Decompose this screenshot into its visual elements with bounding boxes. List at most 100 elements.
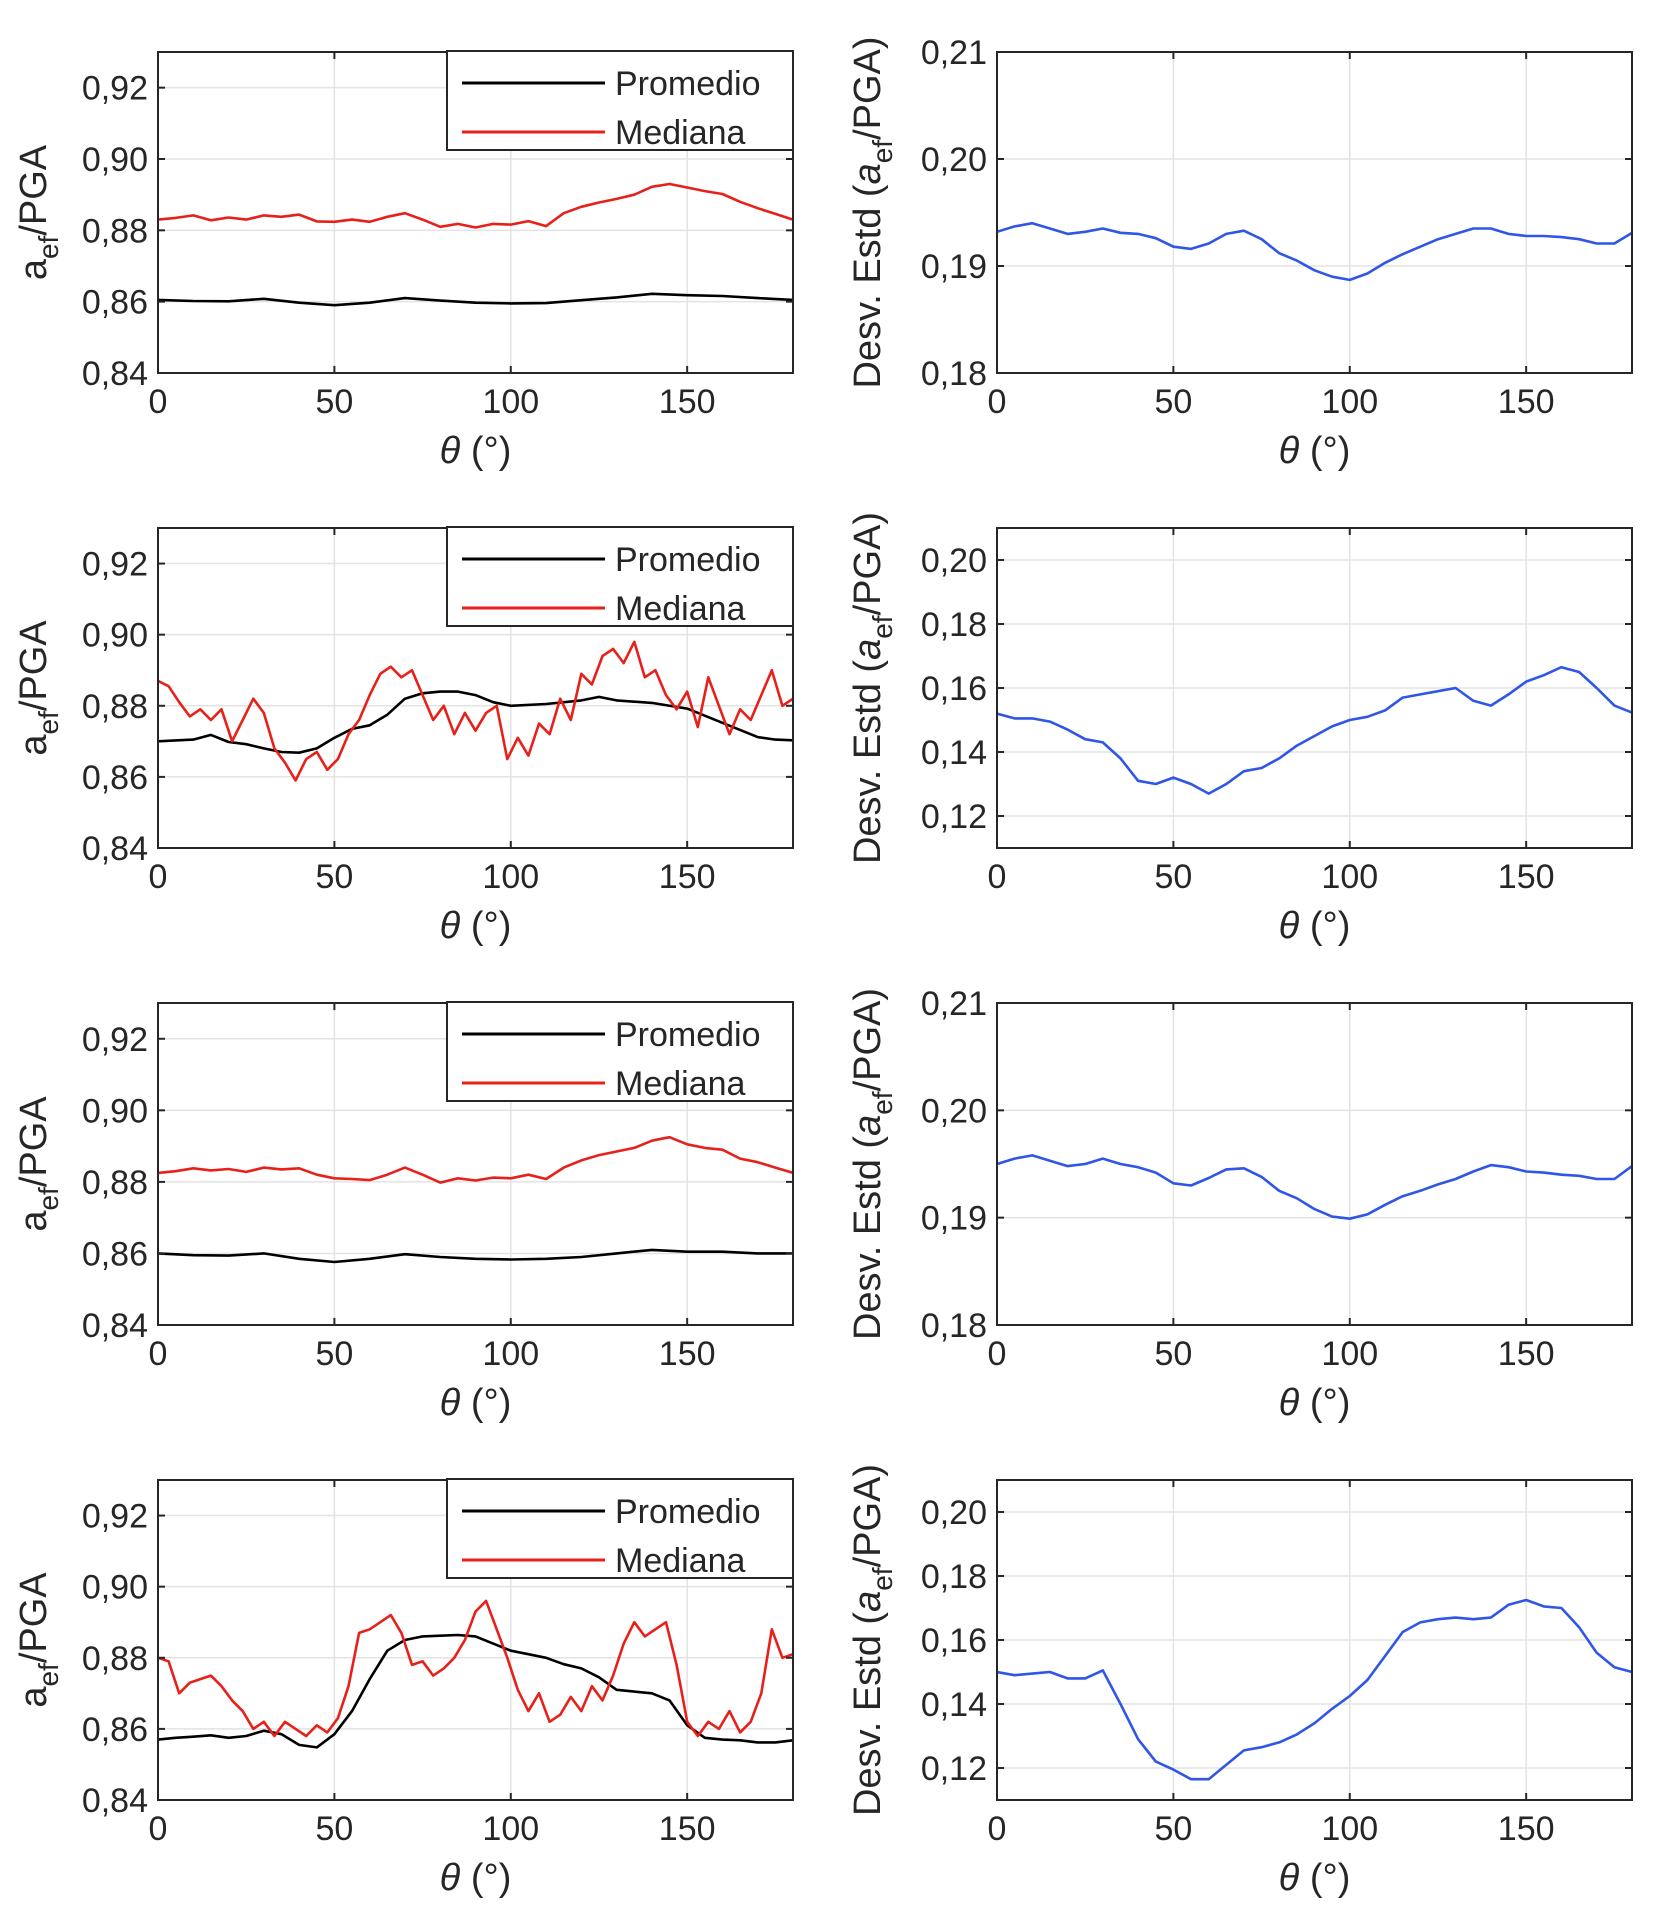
chart-panel-row3-left: 0 50 100 150 0,84 0,86 0,88 0,90 0,92 θ (°) aef/PG… (13, 1001, 794, 1424)
x-tick-label: 0 (149, 1810, 168, 1848)
y-tick-label: 0,92 (82, 70, 148, 108)
y-tick-label: 0,92 (82, 1021, 148, 1059)
x-tick-label: 150 (659, 1810, 716, 1848)
chart-panel-row2-right: 0 50 100 150 0,12 0,14 0,16 0,18 0,20 θ (°) Desv. … (847, 512, 1633, 947)
chart-panel-row1-left: 0 50 100 150 0,84 0,86 0,88 0,90 0,92 θ (°) aef/PG… (13, 50, 794, 472)
y-tick-label: 0,86 (82, 759, 148, 797)
x-tick-label: 50 (315, 1335, 353, 1373)
x-axis-label: θ (°) (1279, 430, 1351, 472)
legend-label-mediana: Mediana (615, 114, 746, 152)
y-tick-label: 0,88 (82, 1640, 148, 1678)
x-tick-label: 0 (149, 858, 168, 896)
x-tick-label: 100 (1321, 1810, 1378, 1848)
x-tick-label: 100 (1321, 858, 1378, 896)
y-tick-label: 0,88 (82, 212, 148, 250)
series-line-mediana (158, 1599, 793, 1738)
y-tick-label: 0,20 (921, 542, 987, 580)
legend-box (446, 50, 794, 151)
x-tick-label: 150 (659, 383, 716, 421)
y-tick-label: 0,16 (921, 670, 987, 708)
y-tick-label: 0,18 (921, 1558, 987, 1596)
y-axis-label: Desv. Estd (aef/PGA) (847, 512, 898, 864)
x-axis-label: θ (°) (440, 905, 512, 947)
legend-label-mediana: Mediana (615, 590, 746, 628)
x-tick-label: 150 (1498, 1810, 1555, 1848)
plot-area (997, 1003, 1632, 1325)
x-tick-label: 100 (482, 858, 539, 896)
x-tick-label: 0 (149, 1335, 168, 1373)
y-tick-label: 0,19 (921, 1200, 987, 1238)
y-axis-label: aef/PGA (13, 1096, 64, 1232)
y-tick-label: 0,92 (82, 1498, 148, 1536)
y-tick-label: 0,92 (82, 546, 148, 584)
y-tick-label: 0,12 (921, 1750, 987, 1788)
series-line-desv-estd (997, 1598, 1632, 1781)
chart-panel-row2-left: 0 50 100 150 0,84 0,86 0,88 0,90 0,92 θ (°) aef/PG… (13, 526, 794, 947)
x-tick-label: 100 (1321, 1335, 1378, 1373)
x-axis-label: θ (°) (440, 1382, 512, 1424)
axes-frame (996, 51, 1633, 374)
series-line-promedio (158, 1633, 793, 1749)
x-tick-label: 50 (315, 1810, 353, 1848)
y-tick-label: 0,86 (82, 1235, 148, 1273)
y-tick-label: 0,20 (921, 1494, 987, 1532)
y-tick-label: 0,88 (82, 1164, 148, 1202)
x-tick-label: 50 (315, 858, 353, 896)
y-tick-label: 0,16 (921, 1622, 987, 1660)
y-tick-label: 0,20 (921, 141, 987, 179)
y-tick-label: 0,14 (921, 734, 987, 772)
y-tick-label: 0,86 (82, 284, 148, 322)
x-axis-label: θ (°) (440, 1857, 512, 1899)
y-tick-label: 0,14 (921, 1686, 987, 1724)
x-tick-label: 50 (1154, 1810, 1192, 1848)
series-line-mediana (158, 182, 793, 229)
y-tick-label: 0,21 (921, 985, 987, 1023)
x-tick-label: 50 (315, 383, 353, 421)
y-tick-label: 0,12 (921, 798, 987, 836)
y-axis-label: Desv. Estd (aef/PGA) (847, 988, 898, 1340)
plot-area (997, 52, 1632, 373)
series-line-desv-estd (997, 665, 1632, 795)
y-tick-label: 0,84 (82, 1307, 148, 1345)
series-line-desv-estd (997, 221, 1632, 282)
y-tick-label: 0,18 (921, 355, 987, 393)
legend-label-mediana: Mediana (615, 1542, 746, 1580)
x-tick-label: 150 (1498, 383, 1555, 421)
y-tick-label: 0,21 (921, 34, 987, 72)
y-tick-label: 0,84 (82, 830, 148, 868)
legend: Promedio Mediana (446, 1478, 794, 1580)
chart-panel-row4-right: 0 50 100 150 0,12 0,14 0,16 0,18 0,20 θ (°) Desv. … (847, 1464, 1633, 1899)
series-line-mediana (158, 640, 793, 782)
y-tick-label: 0,90 (82, 617, 148, 655)
x-tick-label: 0 (988, 1335, 1007, 1373)
x-axis-label: θ (°) (1279, 1857, 1351, 1899)
y-tick-label: 0,90 (82, 1092, 148, 1130)
x-tick-label: 0 (988, 1810, 1007, 1848)
x-axis-label: θ (°) (440, 430, 512, 472)
x-tick-label: 150 (1498, 858, 1555, 896)
legend-label-promedio: Promedio (615, 1016, 761, 1054)
legend-label-promedio: Promedio (615, 541, 761, 579)
y-axis-label: aef/PGA (13, 1572, 64, 1708)
y-tick-label: 0,18 (921, 606, 987, 644)
legend-label-promedio: Promedio (615, 65, 761, 103)
x-tick-label: 150 (659, 1335, 716, 1373)
chart-panel-row3-right: 0 50 100 150 0,18 0,19 0,20 0,21 θ (°) Desv. Estd… (847, 985, 1633, 1424)
y-axis-label: Desv. Estd (aef/PGA) (847, 36, 898, 388)
legend-label-mediana: Mediana (615, 1065, 746, 1103)
y-axis-label: Desv. Estd (aef/PGA) (847, 1464, 898, 1816)
x-tick-label: 50 (1154, 383, 1192, 421)
series-line-promedio (158, 292, 793, 307)
y-tick-label: 0,84 (82, 355, 148, 393)
x-tick-label: 100 (482, 1810, 539, 1848)
x-tick-label: 100 (482, 383, 539, 421)
legend: Promedio Mediana (446, 1001, 794, 1103)
x-tick-label: 0 (149, 383, 168, 421)
y-tick-label: 0,90 (82, 1569, 148, 1607)
y-tick-label: 0,20 (921, 1092, 987, 1130)
y-tick-label: 0,90 (82, 141, 148, 179)
x-tick-label: 100 (1321, 383, 1378, 421)
y-tick-label: 0,88 (82, 688, 148, 726)
x-axis-label: θ (°) (1279, 905, 1351, 947)
x-tick-label: 50 (1154, 1335, 1192, 1373)
